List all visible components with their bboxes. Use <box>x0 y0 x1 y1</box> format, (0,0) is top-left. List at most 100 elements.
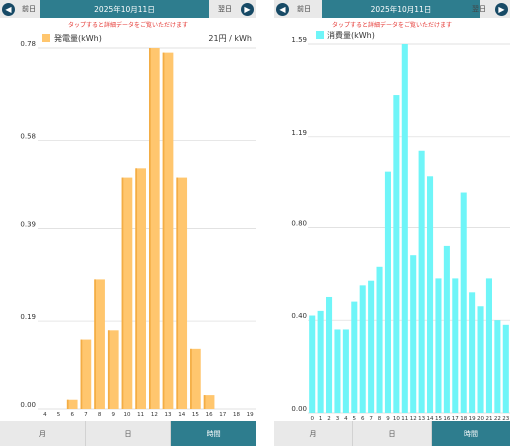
tab-month[interactable]: 月 <box>274 421 353 446</box>
y-tick-label: 0.00 <box>291 405 307 413</box>
next-day-button[interactable]: 翌日 ▶ <box>218 0 254 18</box>
bar[interactable] <box>410 255 417 413</box>
x-tick-label: 23 <box>502 416 509 421</box>
x-tick-label: 12 <box>410 416 417 421</box>
bar[interactable] <box>393 95 400 413</box>
y-tick-label: 1.19 <box>291 129 307 137</box>
bar[interactable] <box>418 150 425 414</box>
x-tick-label: 10 <box>123 412 130 418</box>
x-tick-label: 0 <box>310 416 314 421</box>
bar-shade <box>149 48 151 409</box>
x-tick-label: 21 <box>485 416 492 421</box>
y-tick-label: 0.00 <box>20 401 36 409</box>
bar[interactable] <box>149 48 160 409</box>
bar[interactable] <box>477 306 484 413</box>
bar[interactable] <box>326 296 333 413</box>
tab-day[interactable]: 日 <box>85 421 172 446</box>
y-tick-label: 0.19 <box>20 313 36 321</box>
next-day-button[interactable]: 翌日 ▶ <box>472 0 508 18</box>
previous-day-button[interactable]: ◀ 前日 <box>276 0 311 18</box>
bar[interactable] <box>502 324 509 413</box>
x-tick-label: 3 <box>336 416 340 421</box>
bar[interactable] <box>342 329 349 413</box>
bar[interactable] <box>384 171 391 413</box>
arrow-right-icon: ▶ <box>495 2 508 16</box>
tap-hint: タップすると詳細データをご覧いただけます <box>331 22 452 29</box>
bar[interactable] <box>494 320 501 413</box>
bar[interactable] <box>162 52 174 409</box>
consumption-legend-swatch <box>316 31 324 39</box>
x-tick-label: 15 <box>192 412 199 418</box>
x-tick-label: 2 <box>327 416 331 421</box>
previous-day-label: 前日 <box>22 5 36 13</box>
x-tick-label: 7 <box>84 412 88 418</box>
bar[interactable] <box>107 330 119 409</box>
x-tick-label: 18 <box>460 416 467 421</box>
x-tick-label: 22 <box>494 416 501 421</box>
x-tick-label: 8 <box>378 416 382 421</box>
tab-day[interactable]: 日 <box>353 421 432 446</box>
x-tick-label: 13 <box>165 412 172 418</box>
previous-day-button[interactable]: ◀ 前日 <box>2 0 36 18</box>
generation-panel: ◀ 前日 2025年10月11日 翌日 ▶ タップすると詳細データをご覧いただけ… <box>0 0 257 446</box>
bar[interactable] <box>80 339 92 409</box>
bar-shade <box>176 177 179 409</box>
bar[interactable] <box>203 395 215 409</box>
x-tick-label: 11 <box>401 416 408 421</box>
current-date: 2025年10月11日 <box>322 0 480 18</box>
tab-hour[interactable]: 時間 <box>432 421 510 446</box>
bar-shade <box>121 177 124 409</box>
bar[interactable] <box>368 280 375 413</box>
bar[interactable] <box>359 285 366 413</box>
bar-shade <box>203 395 206 409</box>
bar[interactable] <box>435 278 442 413</box>
bar[interactable] <box>452 278 459 413</box>
y-tick-label: 0.78 <box>20 40 36 48</box>
arrow-left-icon: ◀ <box>2 2 15 16</box>
bar-shade <box>190 348 192 409</box>
x-tick-label: 17 <box>219 412 226 418</box>
date-navigation-bar: ◀ 前日 2025年10月11日 翌日 ▶ <box>0 0 256 18</box>
date-navigation-bar: ◀ 前日 2025年10月11日 翌日 ▶ <box>274 0 510 18</box>
tab-hour[interactable]: 時間 <box>171 421 257 446</box>
x-tick-label: 17 <box>452 416 459 421</box>
x-tick-label: 6 <box>361 416 365 421</box>
x-tick-label: 7 <box>369 416 373 421</box>
y-tick-label: 0.80 <box>291 219 307 227</box>
bar[interactable] <box>485 278 492 413</box>
arrow-left-icon: ◀ <box>276 2 289 16</box>
bar-shade <box>135 168 138 409</box>
consumption-panel: ◀ 前日 2025年10月11日 翌日 ▶ タップすると詳細データをご覧いただけ… <box>274 0 510 446</box>
tab-month[interactable]: 月 <box>0 421 86 446</box>
x-tick-label: 11 <box>137 412 144 418</box>
bar[interactable] <box>309 315 316 413</box>
tap-hint: タップすると詳細データをご覧いただけます <box>67 22 188 29</box>
bar[interactable] <box>190 348 201 409</box>
generation-legend-swatch <box>42 34 50 42</box>
bar[interactable] <box>469 292 476 413</box>
bar[interactable] <box>66 399 78 409</box>
bar[interactable] <box>427 176 434 413</box>
bar[interactable] <box>460 192 467 413</box>
bar[interactable] <box>376 266 383 413</box>
period-tabs: 月 日 時間 <box>0 421 257 446</box>
next-day-label: 翌日 <box>472 5 486 13</box>
x-tick-label: 14 <box>427 416 434 421</box>
bar[interactable] <box>317 310 324 413</box>
bar[interactable] <box>443 245 450 413</box>
x-tick-label: 15 <box>435 416 442 421</box>
generation-legend-label: 発電量(kWh) <box>54 34 102 43</box>
bar[interactable] <box>94 279 105 409</box>
generation-chart[interactable]: 4 5 6 7 8 9 10 11 12 13 14 15 16 17 18 19 0.00 0.19 0.39 0… <box>0 28 256 421</box>
bar[interactable] <box>135 168 146 409</box>
bar[interactable] <box>351 301 358 413</box>
bar[interactable] <box>176 177 188 409</box>
x-tick-label: 1 <box>319 416 323 421</box>
arrow-right-icon: ▶ <box>241 2 254 16</box>
bar-shade <box>94 279 96 409</box>
period-tabs: 月 日 時間 <box>274 421 510 446</box>
bar[interactable] <box>121 177 133 409</box>
bar[interactable] <box>334 329 341 413</box>
consumption-chart[interactable]: 0 1 2 3 4 5 6 7 8 9 10 11 12 13 14 15 16 17 18 19 20 21 22 23 0… <box>274 28 510 421</box>
bar[interactable] <box>401 44 408 413</box>
